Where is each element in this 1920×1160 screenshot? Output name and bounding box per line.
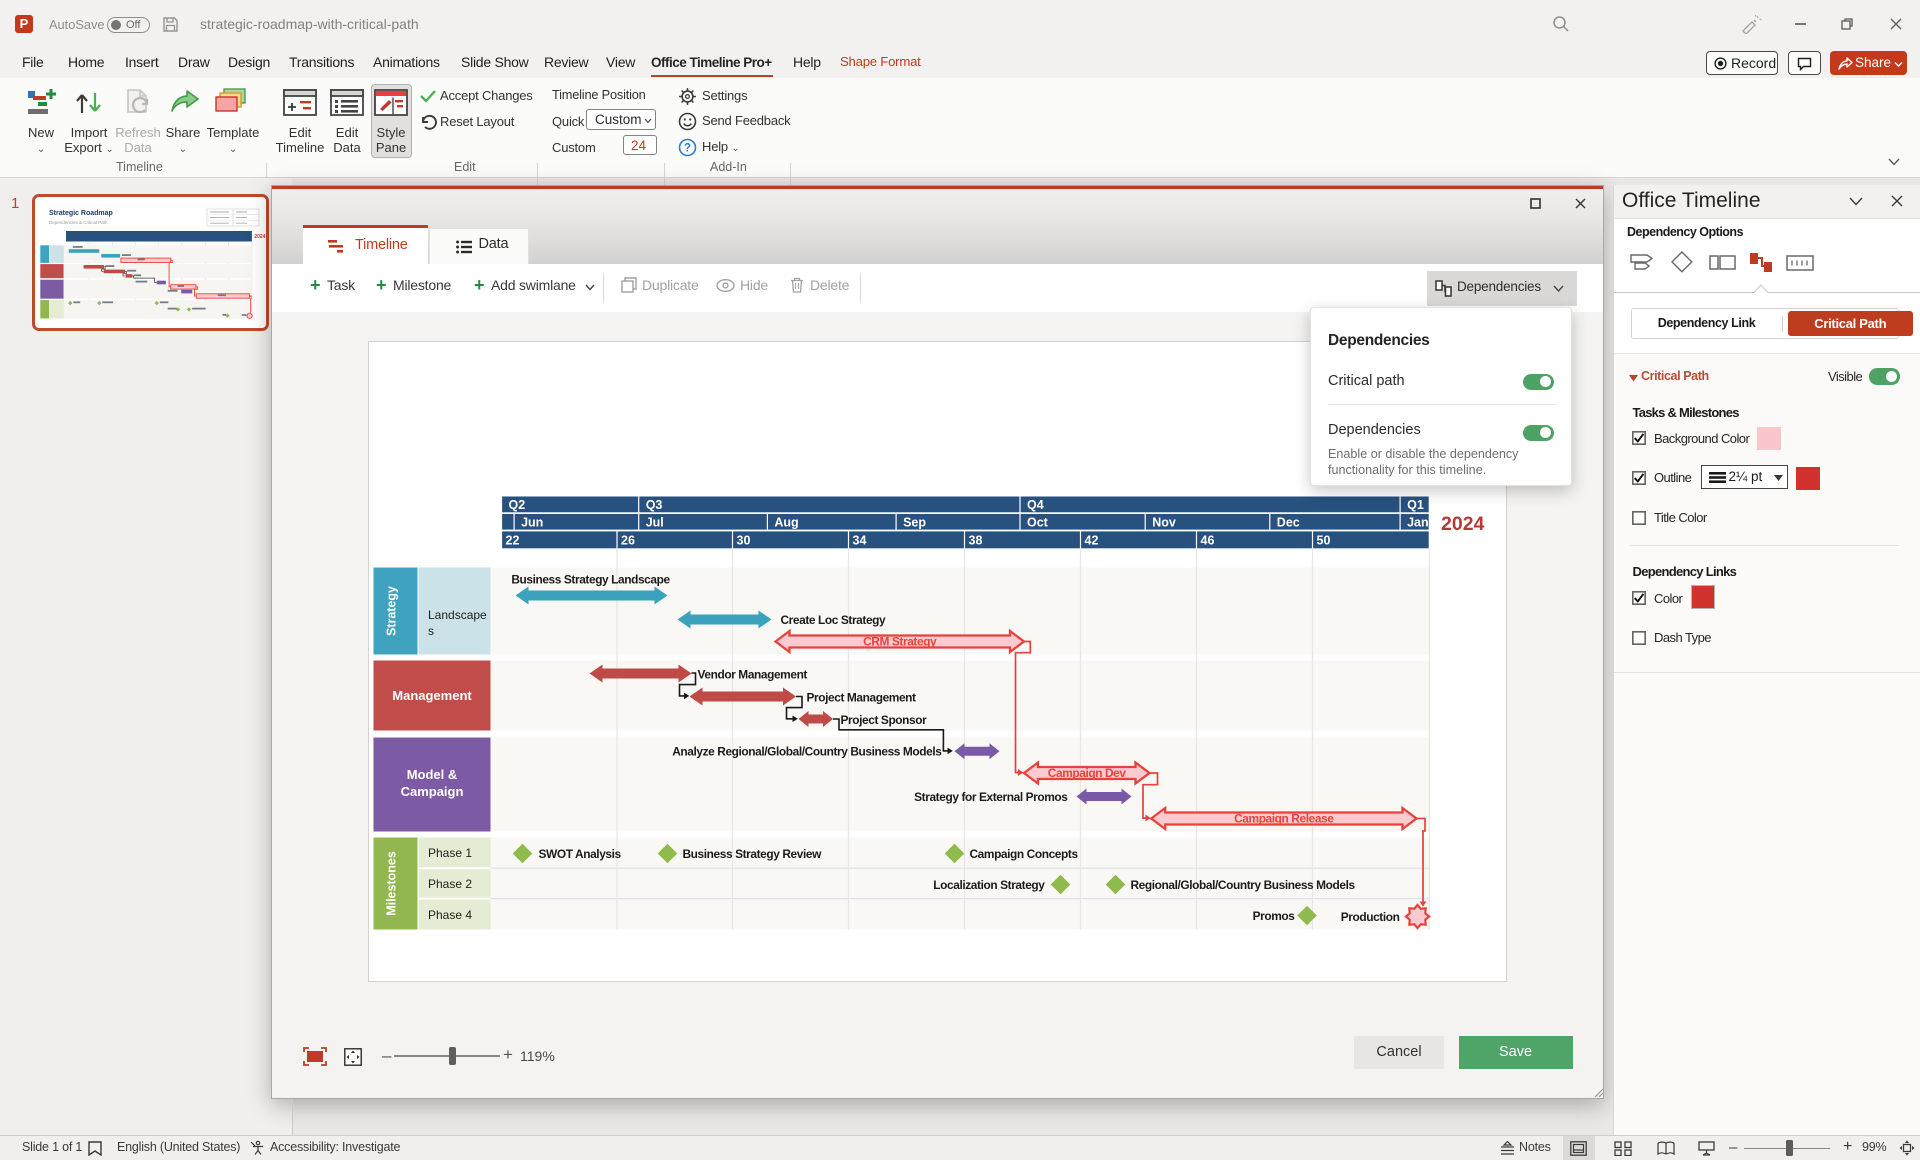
svg-text:Aug: Aug <box>774 515 798 529</box>
svg-text:Campaign Concepts: Campaign Concepts <box>970 847 1079 861</box>
svg-text:Q4: Q4 <box>1027 498 1044 512</box>
svg-text:Milestones: Milestones <box>385 851 399 916</box>
svg-text:Project Management: Project Management <box>807 691 917 705</box>
svg-text:Model &: Model & <box>407 767 458 782</box>
svg-text:Campaign Dev: Campaign Dev <box>1048 766 1127 780</box>
svg-text:Production: Production <box>1341 910 1400 924</box>
svg-text:50: 50 <box>1317 534 1331 548</box>
svg-text:Phase 1: Phase 1 <box>428 846 472 860</box>
svg-text:CRM Strategy: CRM Strategy <box>863 635 937 649</box>
svg-text:Q1: Q1 <box>1407 498 1424 512</box>
svg-text:Strategy for External Promos: Strategy for External Promos <box>914 790 1068 804</box>
svg-text:Vendor Management: Vendor Management <box>698 668 808 682</box>
svg-text:Dependencies & Critical Path: Dependencies & Critical Path <box>49 220 108 225</box>
svg-text:Jun: Jun <box>521 515 543 529</box>
svg-text:30: 30 <box>737 534 751 548</box>
svg-text:Jul: Jul <box>646 515 664 529</box>
svg-text:34: 34 <box>853 534 867 548</box>
svg-text:Campaign: Campaign <box>401 784 464 799</box>
svg-text:Q3: Q3 <box>646 498 663 512</box>
svg-text:Localization Strategy: Localization Strategy <box>933 878 1045 892</box>
svg-text:Sep: Sep <box>903 515 926 529</box>
svg-text:Promos: Promos <box>1253 909 1296 923</box>
svg-text:Strategy: Strategy <box>385 586 399 636</box>
svg-text:Business Strategy Landscape: Business Strategy Landscape <box>511 573 670 587</box>
svg-text:Campaign Release: Campaign Release <box>1234 812 1334 826</box>
svg-text:Phase 2: Phase 2 <box>428 877 472 891</box>
svg-text:22: 22 <box>506 534 520 548</box>
svg-text:SWOT Analysis: SWOT Analysis <box>539 847 622 861</box>
svg-text:Q2: Q2 <box>509 498 526 512</box>
svg-text:?: ? <box>684 143 691 155</box>
svg-text:Business Strategy Review: Business Strategy Review <box>683 847 823 861</box>
svg-text:Analyze Regional/Global/Countr: Analyze Regional/Global/Country Business… <box>672 745 942 759</box>
svg-text:Nov: Nov <box>1152 515 1176 529</box>
svg-text:38: 38 <box>969 534 983 548</box>
svg-text:Create Loc Strategy: Create Loc Strategy <box>781 613 887 627</box>
svg-text:Oct: Oct <box>1027 515 1049 529</box>
svg-text:Strategic Roadmap: Strategic Roadmap <box>49 210 113 217</box>
svg-text:Phase 4: Phase 4 <box>428 908 472 922</box>
svg-text:42: 42 <box>1085 534 1099 548</box>
svg-text:Project Sponsor: Project Sponsor <box>841 713 928 727</box>
svg-text:Landscape: Landscape <box>428 608 487 622</box>
svg-text:Management: Management <box>392 688 472 703</box>
svg-text:s: s <box>428 624 434 638</box>
svg-text:Jan: Jan <box>1407 515 1429 529</box>
svg-text:2024: 2024 <box>1441 513 1485 535</box>
svg-text:2024: 2024 <box>254 234 265 240</box>
svg-text:Dec: Dec <box>1277 515 1300 529</box>
svg-text:Regional/Global/Country Busine: Regional/Global/Country Business Models <box>1131 878 1356 892</box>
svg-text:26: 26 <box>621 534 635 548</box>
svg-text:46: 46 <box>1201 534 1215 548</box>
